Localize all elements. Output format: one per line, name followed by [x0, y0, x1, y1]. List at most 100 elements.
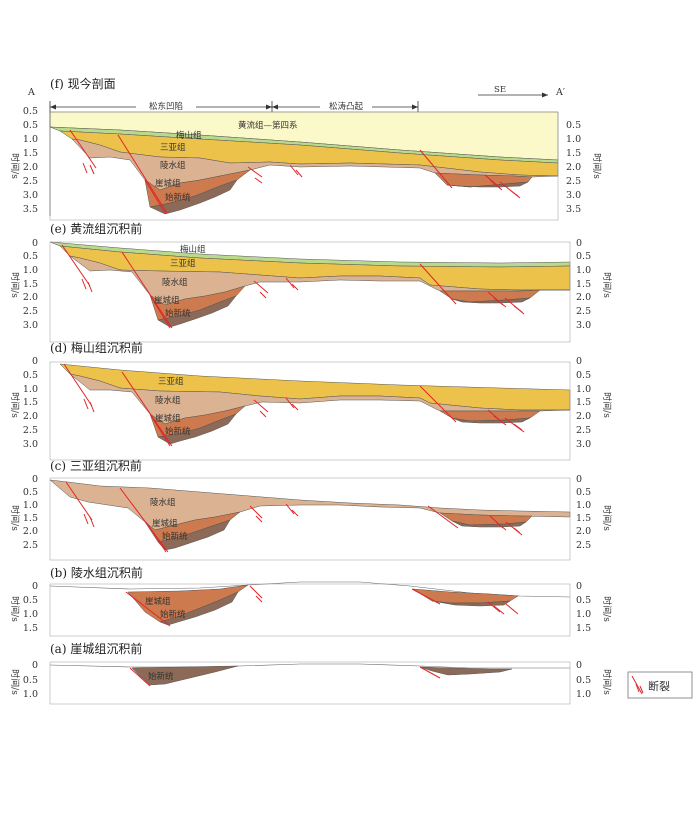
svg-text:0.5: 0.5: [576, 595, 591, 606]
svg-text:0.5: 0.5: [576, 251, 591, 262]
unit-label: 始新统: [148, 671, 174, 682]
panel-f: (f) 现今剖面 0.5 1.0 1.5 2.0 2.5 3.0 3.5 0.5: [9, 76, 603, 221]
layer-shixinxi: [159, 591, 511, 626]
svg-text:0.5: 0.5: [576, 370, 591, 381]
point-a-label: A: [27, 87, 35, 98]
point-a-prime-label: A′: [555, 87, 565, 98]
panel-c: (c) 三亚组沉积前 0 0.5 1.0 1.5 2.0 2.5 0 0.5 1…: [9, 458, 613, 561]
svg-text:0.5: 0.5: [23, 487, 38, 498]
svg-text:1.0: 1.0: [23, 265, 38, 276]
unit-label: 崖城组: [154, 295, 180, 306]
svg-text:0.5: 0.5: [576, 487, 591, 498]
faults: [61, 244, 525, 329]
faults: [65, 481, 523, 553]
unit-label: 梅山组: [180, 244, 206, 255]
svg-text:3.0: 3.0: [23, 320, 38, 331]
layer-shixinxi: [157, 413, 531, 445]
panel-frame: [49, 583, 571, 637]
svg-text:1.5: 1.5: [23, 623, 38, 634]
svg-text:0: 0: [32, 474, 38, 485]
svg-text:3.0: 3.0: [23, 439, 38, 450]
y-axis-label-left: 时间/s: [9, 153, 21, 179]
svg-text:0: 0: [32, 238, 38, 249]
svg-text:1.0: 1.0: [576, 689, 591, 700]
svg-text:2.0: 2.0: [23, 292, 38, 303]
svg-text:2.0: 2.0: [576, 411, 591, 422]
panel-frame: [49, 241, 571, 343]
unit-label: 崖城组: [155, 413, 181, 424]
panel-title: (f) 现今剖面: [50, 76, 116, 91]
faults: [125, 585, 519, 627]
unit-label: 始新统: [160, 609, 186, 620]
svg-text:0.5: 0.5: [23, 251, 38, 262]
legend-box: [627, 671, 693, 699]
unit-label: 梅山组: [176, 130, 202, 141]
layer-shixinxi: [157, 295, 531, 328]
right-axis: 0 0.5 1.0 1.5: [576, 581, 591, 634]
svg-text:2.5: 2.5: [576, 306, 591, 317]
svg-text:1.0: 1.0: [23, 134, 38, 145]
right-axis: 0.5 1.0 1.5 2.0 2.5 3.0 3.5: [566, 120, 581, 215]
region-depression-label: 松东凹陷: [149, 101, 183, 112]
unit-label: 三亚组: [170, 258, 196, 269]
panel-title: (d) 梅山组沉积前: [50, 340, 143, 355]
left-axis: 0 0.5 1.0 1.5 2.0 2.5 3.0: [23, 238, 38, 331]
y-axis-label-right: 时间/s: [601, 272, 613, 298]
svg-text:3.0: 3.0: [23, 190, 38, 201]
svg-text:2.0: 2.0: [566, 162, 581, 173]
fault-legend-label: 断裂: [648, 679, 670, 693]
svg-text:1.0: 1.0: [576, 609, 591, 620]
svg-text:2.5: 2.5: [576, 425, 591, 436]
svg-text:2.5: 2.5: [23, 306, 38, 317]
y-axis-label-left: 时间/s: [9, 505, 21, 531]
y-axis-label-left: 时间/s: [9, 392, 21, 418]
fault-legend-icon: [631, 675, 644, 695]
svg-text:1.5: 1.5: [566, 148, 581, 159]
legend: 断裂: [627, 671, 693, 699]
panel-title: (e) 黄流组沉积前: [50, 221, 142, 236]
unit-label: 崖城组: [155, 178, 181, 189]
svg-text:1.5: 1.5: [576, 623, 591, 634]
right-axis: 0 0.5 1.0 1.5 2.0 2.5 3.0: [576, 238, 591, 331]
svg-text:0.5: 0.5: [566, 120, 581, 131]
svg-text:3.5: 3.5: [23, 204, 38, 215]
svg-text:1.0: 1.0: [566, 134, 581, 145]
svg-text:1.5: 1.5: [576, 513, 591, 524]
svg-text:3.0: 3.0: [566, 190, 581, 201]
faults: [63, 363, 525, 447]
svg-text:2.0: 2.0: [23, 526, 38, 537]
y-axis-label-right: 时间/s: [601, 505, 613, 531]
base-line: [49, 663, 570, 669]
svg-text:0: 0: [32, 660, 38, 671]
y-axis-label-right: 时间/s: [591, 153, 603, 179]
svg-text:1.0: 1.0: [23, 500, 38, 511]
y-axis-label-left: 时间/s: [9, 669, 21, 695]
direction-label: SE: [494, 85, 506, 95]
svg-text:1.5: 1.5: [23, 148, 38, 159]
right-axis: 0 0.5 1.0: [576, 660, 591, 700]
panel-title: (b) 陵水组沉积前: [50, 565, 143, 580]
svg-text:2.5: 2.5: [23, 176, 38, 187]
svg-text:0: 0: [576, 356, 582, 367]
svg-text:2.5: 2.5: [576, 540, 591, 551]
svg-text:1.0: 1.0: [23, 384, 38, 395]
unit-label: 始新统: [165, 308, 191, 319]
unit-label: 陵水组: [162, 277, 188, 288]
unit-label: 始新统: [165, 426, 191, 437]
unit-label: 始新统: [162, 531, 188, 542]
unit-label: 始新统: [165, 192, 191, 203]
panel-frame: [49, 661, 571, 705]
panel-e: (e) 黄流组沉积前 0 0.5 1.0 1.5 2.0 2.5 3.0 0 0…: [9, 221, 613, 343]
svg-text:0: 0: [576, 581, 582, 592]
svg-text:1.0: 1.0: [576, 384, 591, 395]
svg-text:2.0: 2.0: [576, 526, 591, 537]
svg-text:2.5: 2.5: [566, 176, 581, 187]
svg-text:3.5: 3.5: [566, 204, 581, 215]
svg-text:0.5: 0.5: [576, 675, 591, 686]
svg-text:0: 0: [576, 660, 582, 671]
panel-title: (c) 三亚组沉积前: [50, 458, 142, 473]
left-axis: 0.5 1.0 1.5 2.0 2.5 3.0 3.5 0.5: [23, 106, 51, 216]
svg-text:0.5: 0.5: [23, 675, 38, 686]
svg-text:3.0: 3.0: [576, 439, 591, 450]
